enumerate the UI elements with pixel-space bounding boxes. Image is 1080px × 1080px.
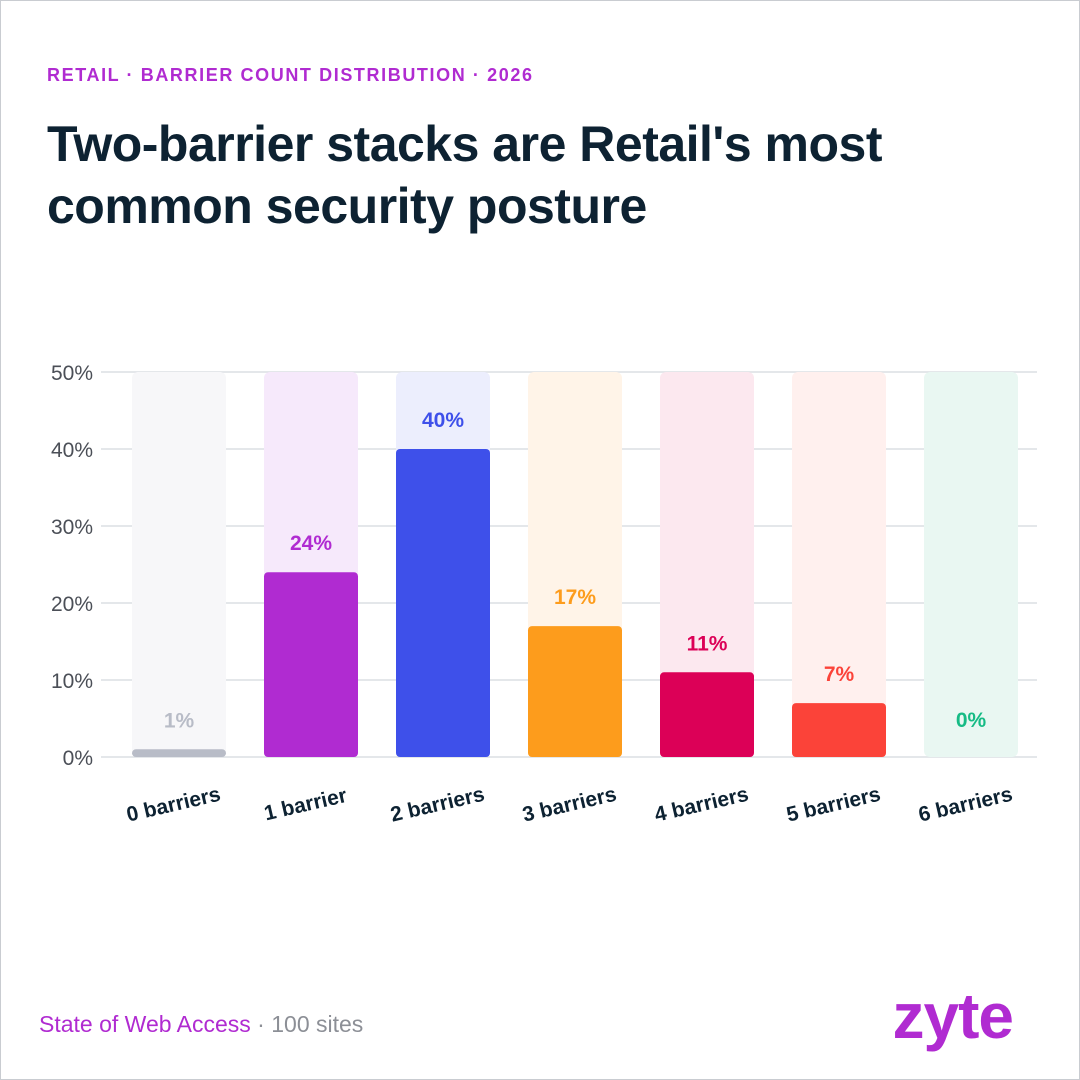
chart-headline: Two-barrier stacks are Retail's most com… (47, 116, 882, 234)
y-tick-label: 30% (51, 516, 93, 539)
x-axis-labels: 0 barriers 1 barrier 2 barriers 3 barriers 4… (124, 783, 1014, 827)
bar (792, 703, 886, 757)
footer-separator: · (250, 1011, 272, 1037)
value-label: 24% (290, 532, 332, 555)
value-label: 0% (956, 709, 987, 732)
value-label: 1% (164, 709, 195, 732)
footer-source: State of Web Access · 100 sites (39, 1011, 363, 1038)
y-tick-label: 40% (51, 439, 93, 462)
chart-eyebrow: RETAIL · BARRIER COUNT DISTRIBUTION · 20… (47, 65, 534, 85)
value-label: 7% (824, 663, 855, 686)
bar-track (660, 372, 754, 757)
x-tick-label: 4 barriers (652, 783, 750, 827)
y-tick-label: 20% (51, 593, 93, 616)
y-axis-ticks: 0% 10% 20% 30% 40% 50% (51, 362, 93, 770)
bar-chart: 1% 24% 40% 17% 11% 7% 0% 0% 10% 20% 30% 40% 50% 0 b… (51, 362, 1037, 827)
bar (264, 572, 358, 757)
bar (660, 672, 754, 757)
bar-track (132, 372, 226, 757)
x-tick-label: 3 barriers (520, 783, 618, 827)
footer-source-title: State of Web Access (39, 1011, 251, 1037)
value-label: 11% (687, 632, 728, 655)
footer-sample-size: 100 sites (271, 1011, 364, 1037)
bar (132, 749, 226, 757)
x-tick-label: 2 barriers (388, 783, 486, 827)
bar (396, 449, 490, 757)
bar (528, 626, 622, 757)
y-tick-label: 10% (51, 670, 93, 693)
value-label: 40% (422, 409, 464, 432)
value-label: 17% (554, 586, 596, 609)
zyte-logo: zyte (892, 980, 1014, 1052)
x-tick-label: 1 barrier (262, 784, 349, 825)
x-tick-label: 0 barriers (124, 783, 222, 827)
bar-track (924, 372, 1018, 757)
x-tick-label: 5 barriers (784, 783, 882, 827)
bar-layer (132, 449, 886, 757)
bar-track (792, 372, 886, 757)
value-label-layer: 1% 24% 40% 17% 11% 7% 0% (164, 409, 987, 732)
x-tick-label: 6 barriers (916, 783, 1014, 827)
y-tick-label: 50% (51, 362, 93, 385)
y-tick-label: 0% (63, 747, 93, 770)
